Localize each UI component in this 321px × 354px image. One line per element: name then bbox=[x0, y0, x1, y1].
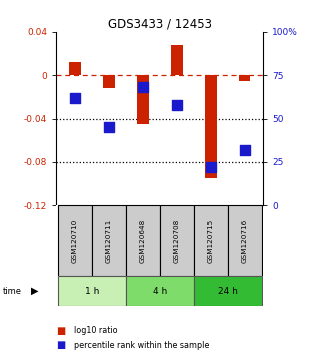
Text: log10 ratio: log10 ratio bbox=[74, 326, 117, 336]
Bar bbox=[205, 75, 217, 178]
Text: GSM120710: GSM120710 bbox=[72, 218, 78, 263]
Bar bbox=[92, 205, 126, 276]
Bar bbox=[228, 205, 262, 276]
Text: ■: ■ bbox=[56, 340, 65, 350]
Point bbox=[106, 125, 111, 130]
Text: GSM120715: GSM120715 bbox=[208, 218, 213, 263]
Bar bbox=[69, 62, 81, 75]
Point bbox=[140, 85, 145, 90]
Bar bbox=[103, 75, 115, 88]
Text: ■: ■ bbox=[56, 326, 65, 336]
Bar bbox=[137, 75, 149, 124]
Bar bbox=[239, 75, 250, 81]
Bar bbox=[126, 205, 160, 276]
Point bbox=[208, 164, 213, 170]
Text: percentile rank within the sample: percentile rank within the sample bbox=[74, 341, 209, 350]
Text: GSM120716: GSM120716 bbox=[241, 218, 247, 263]
Point bbox=[72, 95, 77, 101]
Bar bbox=[58, 205, 92, 276]
Text: GSM120708: GSM120708 bbox=[174, 218, 180, 263]
Bar bbox=[194, 276, 262, 306]
Bar bbox=[194, 205, 228, 276]
Title: GDS3433 / 12453: GDS3433 / 12453 bbox=[108, 18, 212, 31]
Text: 1 h: 1 h bbox=[85, 287, 99, 296]
Bar bbox=[160, 205, 194, 276]
Text: GSM120711: GSM120711 bbox=[106, 218, 112, 263]
Text: time: time bbox=[3, 287, 22, 296]
Bar bbox=[58, 276, 126, 306]
Text: 24 h: 24 h bbox=[218, 287, 238, 296]
Bar bbox=[171, 45, 183, 75]
Text: 4 h: 4 h bbox=[152, 287, 167, 296]
Point bbox=[242, 147, 247, 153]
Text: GSM120648: GSM120648 bbox=[140, 218, 146, 263]
Text: ▶: ▶ bbox=[30, 286, 38, 296]
Bar bbox=[126, 276, 194, 306]
Point bbox=[174, 102, 179, 108]
